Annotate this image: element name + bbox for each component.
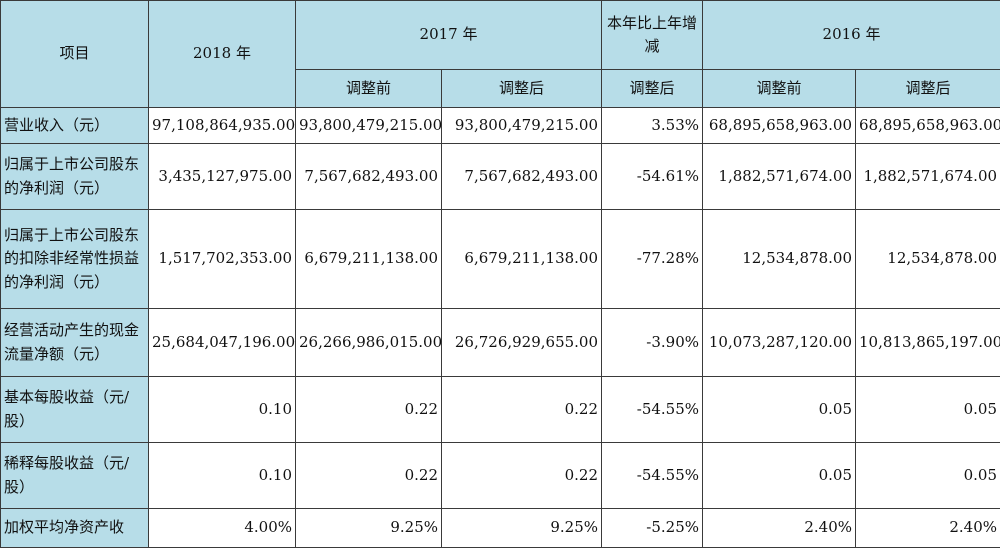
value-2017-after: 6,679,211,138.00: [442, 210, 602, 309]
value-2016-before: 10,073,287,120.00: [703, 309, 856, 377]
header-2016-after-adjust: 调整后: [856, 70, 1000, 108]
row-label: 归属于上市公司股东的扣除非经常性损益的净利润（元）: [1, 210, 149, 309]
row-label: 营业收入（元）: [1, 108, 149, 144]
table-row: 营业收入（元） 97,108,864,935.00 93,800,479,215…: [1, 108, 1000, 144]
header-year-2018: 2018 年: [149, 1, 296, 108]
value-2018: 0.10: [149, 377, 296, 443]
table-row: 归属于上市公司股东的扣除非经常性损益的净利润（元） 1,517,702,353.…: [1, 210, 1000, 309]
value-2017-before: 7,567,682,493.00: [296, 144, 442, 210]
value-yoy: -54.61%: [602, 144, 703, 210]
row-label: 归属于上市公司股东的净利润（元）: [1, 144, 149, 210]
value-2016-before: 1,882,571,674.00: [703, 144, 856, 210]
row-label: 基本每股收益（元/股）: [1, 377, 149, 443]
row-label: 稀释每股收益（元/股）: [1, 443, 149, 509]
header-2017-before-adjust: 调整前: [296, 70, 442, 108]
value-2016-after: 2.40%: [856, 509, 1000, 548]
value-2017-after: 93,800,479,215.00: [442, 108, 602, 144]
table-row: 加权平均净资产收 4.00% 9.25% 9.25% -5.25% 2.40% …: [1, 509, 1000, 548]
value-2017-before: 93,800,479,215.00: [296, 108, 442, 144]
value-2016-after: 68,895,658,963.00: [856, 108, 1000, 144]
value-2018: 97,108,864,935.00: [149, 108, 296, 144]
value-2016-before: 12,534,878.00: [703, 210, 856, 309]
value-2017-before: 6,679,211,138.00: [296, 210, 442, 309]
value-2016-after: 0.05: [856, 377, 1000, 443]
value-2016-after: 0.05: [856, 443, 1000, 509]
header-yoy-after-adjust: 调整后: [602, 70, 703, 108]
header-yoy-change: 本年比上年增减: [602, 1, 703, 70]
table-row: 稀释每股收益（元/股） 0.10 0.22 0.22 -54.55% 0.05 …: [1, 443, 1000, 509]
value-2017-before: 0.22: [296, 377, 442, 443]
value-2017-before: 9.25%: [296, 509, 442, 548]
row-label: 加权平均净资产收: [1, 509, 149, 548]
value-2017-before: 0.22: [296, 443, 442, 509]
value-yoy: 3.53%: [602, 108, 703, 144]
header-year-2016: 2016 年: [703, 1, 1000, 70]
value-2017-after: 26,726,929,655.00: [442, 309, 602, 377]
value-yoy: -54.55%: [602, 377, 703, 443]
value-2018: 1,517,702,353.00: [149, 210, 296, 309]
value-2016-after: 1,882,571,674.00: [856, 144, 1000, 210]
table-row: 基本每股收益（元/股） 0.10 0.22 0.22 -54.55% 0.05 …: [1, 377, 1000, 443]
value-2018: 4.00%: [149, 509, 296, 548]
value-2017-after: 0.22: [442, 377, 602, 443]
value-2016-before: 68,895,658,963.00: [703, 108, 856, 144]
value-2017-before: 26,266,986,015.00: [296, 309, 442, 377]
header-2017-after-adjust: 调整后: [442, 70, 602, 108]
value-2018: 3,435,127,975.00: [149, 144, 296, 210]
table-row: 经营活动产生的现金流量净额（元） 25,684,047,196.00 26,26…: [1, 309, 1000, 377]
value-2016-after: 12,534,878.00: [856, 210, 1000, 309]
value-2016-before: 2.40%: [703, 509, 856, 548]
value-2018: 25,684,047,196.00: [149, 309, 296, 377]
value-2016-before: 0.05: [703, 443, 856, 509]
value-2017-after: 9.25%: [442, 509, 602, 548]
value-yoy: -3.90%: [602, 309, 703, 377]
header-row-years: 项目 2018 年 2017 年 本年比上年增减 2016 年: [1, 1, 1000, 70]
header-item: 项目: [1, 1, 149, 108]
value-2018: 0.10: [149, 443, 296, 509]
value-yoy: -54.55%: [602, 443, 703, 509]
value-2016-after: 10,813,865,197.00: [856, 309, 1000, 377]
header-year-2017: 2017 年: [296, 1, 602, 70]
row-label: 经营活动产生的现金流量净额（元）: [1, 309, 149, 377]
value-2017-after: 7,567,682,493.00: [442, 144, 602, 210]
value-2017-after: 0.22: [442, 443, 602, 509]
table-row: 归属于上市公司股东的净利润（元） 3,435,127,975.00 7,567,…: [1, 144, 1000, 210]
value-yoy: -77.28%: [602, 210, 703, 309]
value-2016-before: 0.05: [703, 377, 856, 443]
header-2016-before-adjust: 调整前: [703, 70, 856, 108]
value-yoy: -5.25%: [602, 509, 703, 548]
